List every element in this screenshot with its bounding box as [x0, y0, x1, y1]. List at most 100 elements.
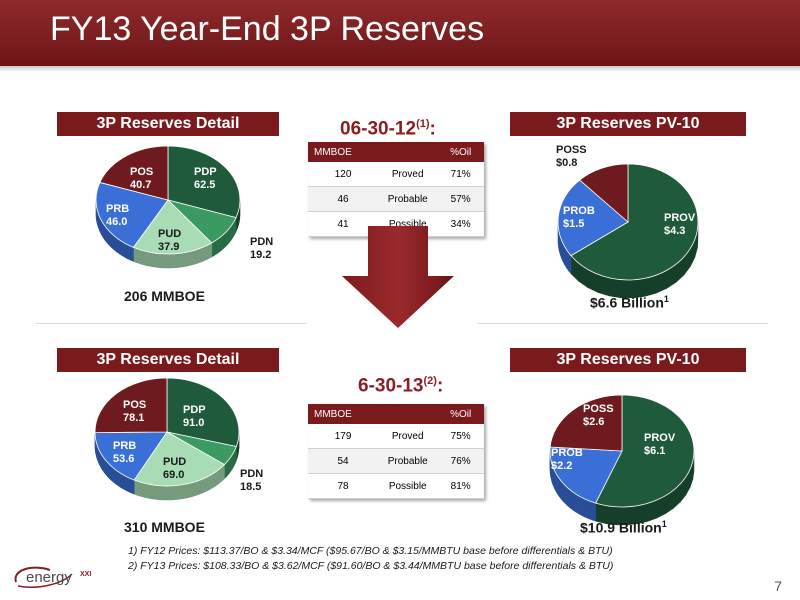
table-cell: 81% [437, 473, 484, 499]
table-cell: Possible [378, 473, 438, 499]
top-pv-total-sup: 1 [663, 294, 669, 304]
pos-slice [94, 377, 168, 434]
top-date-label: 06-30-12 [340, 118, 417, 140]
pdp-label: PDP 62.5 [194, 166, 217, 192]
bottom-date-colon: : [436, 375, 444, 397]
prov-label: PROV $6.1 [644, 432, 675, 458]
prob-slice-side [581, 497, 586, 518]
prob-slice-side [567, 487, 571, 509]
pdp-slice [166, 377, 240, 447]
pud-slice [133, 431, 226, 487]
prob-slice-side [578, 495, 583, 517]
prb-slice [95, 181, 169, 248]
bottom-pv-total-sup: 1 [661, 519, 667, 529]
prob-name: PROB [551, 447, 583, 459]
table-row: 46 Probable 57% [308, 186, 484, 212]
logo-text: energy [26, 569, 72, 586]
logo-suffix: XXI [80, 571, 91, 578]
table-row: 179 Proved 75% [308, 424, 484, 449]
poss-value: $2.6 [583, 416, 605, 428]
poss-name: POSS [583, 403, 614, 415]
top-date-sup: (1) [416, 118, 430, 130]
pdp-slice [167, 145, 241, 219]
top-detail-banner: 3P Reserves Detail [57, 112, 279, 136]
pud-name: PUD [163, 456, 187, 468]
table-header: %Oil [437, 404, 484, 424]
prb-name: PRB [106, 203, 130, 215]
poss-label: POSS $0.8 [556, 144, 587, 170]
prb-label: PRB 46.0 [106, 203, 129, 229]
pdp-value: 91.0 [183, 417, 205, 429]
prob-slice [549, 446, 623, 504]
pos-label: POS 40.7 [130, 166, 153, 192]
table-cell: 41 [308, 211, 379, 237]
top-date-colon: : [429, 118, 436, 140]
poss-slice [549, 394, 623, 452]
bottom-date-heading: 6-30-13(2): [358, 375, 443, 397]
prov-value: $4.3 [664, 225, 686, 237]
prob-slice-side [572, 491, 577, 513]
table-cell: 75% [437, 424, 484, 449]
prov-label: PROV $4.3 [664, 212, 695, 238]
pud-label: PUD 37.9 [158, 228, 181, 254]
table-cell: 46 [308, 186, 379, 212]
table-cell: 54 [308, 448, 379, 474]
prob-label: PROB $2.2 [551, 447, 583, 473]
prb-name: PRB [113, 440, 137, 452]
prob-slice [557, 179, 629, 257]
table-header: %Oil [437, 142, 484, 162]
prov-name: PROV [664, 212, 696, 224]
prb-slice [94, 431, 168, 481]
table-header: MMBOE [308, 142, 379, 162]
bottom-date-sup: (2) [423, 375, 437, 387]
table-header-row: MMBOE %Oil [308, 142, 484, 162]
pdn-name: PDN [240, 468, 264, 480]
prob-slice-side [575, 493, 580, 515]
table-cell: 179 [308, 424, 379, 449]
poss-value: $0.8 [556, 157, 578, 169]
pdn-value: 19.2 [250, 249, 272, 261]
pos-label: POS 78.1 [123, 399, 146, 425]
pdn-name: PDN [250, 236, 274, 248]
pos-name: POS [130, 166, 154, 178]
prob-value: $2.2 [551, 460, 573, 472]
prb-value: 53.6 [113, 453, 135, 465]
prob-value: $1.5 [563, 218, 585, 230]
pdp-name: PDP [194, 166, 217, 178]
table-header: MMBOE [308, 404, 379, 424]
table-cell: Probable [378, 186, 438, 212]
pdp-label: PDP 91.0 [183, 404, 206, 430]
pud-label: PUD 69.0 [163, 456, 186, 482]
table-header [378, 142, 438, 162]
table-cell: 120 [308, 162, 379, 187]
title-shadow [0, 66, 800, 72]
bottom-pv-total: $10.9 Billion1 [580, 519, 667, 536]
top-total-label: 206 MMBOE [124, 288, 205, 304]
top-pv-banner: 3P Reserves PV-10 [510, 112, 746, 136]
prob-slice-side [585, 498, 590, 520]
pos-value: 78.1 [123, 412, 145, 424]
table-cell: 76% [437, 448, 484, 474]
prb-value: 46.0 [106, 216, 128, 228]
title-bar: FY13 Year-End 3P Reserves [0, 0, 800, 66]
table-cell: 78 [308, 473, 379, 499]
prob-slice-side [588, 500, 593, 521]
prob-slice-side [570, 489, 574, 511]
bottom-pv-total-text: $10.9 Billion [580, 519, 662, 536]
table-cell: Proved [378, 424, 438, 449]
bottom-total-label: 310 MMBOE [124, 519, 205, 535]
divider-right [478, 323, 768, 324]
prb-label: PRB 53.6 [113, 440, 136, 466]
prov-slice [570, 163, 699, 281]
prob-slice-side [562, 482, 566, 505]
prob-name: PROB [563, 205, 595, 217]
table-cell: Proved [378, 162, 438, 187]
bottom-date-label: 6-30-13 [358, 375, 424, 397]
table-cell: Probable [378, 448, 438, 474]
pdp-name: PDP [183, 404, 206, 416]
pos-value: 40.7 [130, 179, 152, 191]
table-cell: 34% [437, 211, 484, 237]
energy-xxi-logo: energy XXI [14, 566, 91, 588]
